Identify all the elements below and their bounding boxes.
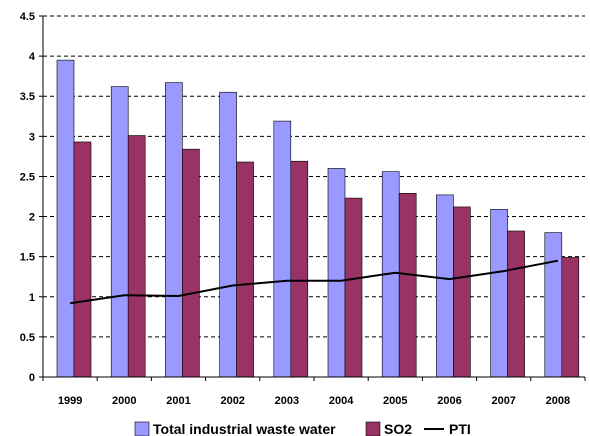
legend-label-so2: SO2 [384, 421, 412, 436]
legend-label-waste-water: Total industrial waste water [153, 421, 336, 436]
x-tick-label: 2000 [112, 395, 136, 407]
bar-so2-2007 [507, 230, 525, 378]
legend-swatch-waste-water [134, 421, 150, 436]
y-tick-label: 3.5 [20, 91, 35, 103]
y-tick-label: 4 [29, 51, 36, 63]
bar-so2-2003 [290, 160, 309, 378]
bar-waste-water-2004 [327, 168, 346, 378]
x-tick-label: 1999 [58, 395, 82, 407]
x-tick-labels: 1999 2000 2001 2002 2003 2004 2005 2006 2007 2008 [42, 377, 586, 407]
x-tick-label: 2005 [383, 395, 407, 407]
y-tick-label: 4.5 [20, 11, 35, 23]
bar-waste-water-2006 [436, 194, 454, 378]
bar-so2-1999 [73, 141, 92, 378]
bar-waste-water-2008 [544, 232, 563, 378]
bar-waste-water-2002 [219, 91, 237, 378]
bar-so2-2001 [182, 148, 200, 378]
y-tick-label: 1 [29, 292, 35, 304]
x-tick-label: 2004 [329, 395, 354, 407]
y-tick-label: 2.5 [20, 171, 35, 183]
legend-swatch-so2 [365, 421, 381, 436]
bar-so2-2006 [453, 206, 471, 378]
pti-line-layer [69, 259, 559, 305]
bar-so2-2005 [398, 192, 417, 378]
x-tick-label: 2001 [166, 395, 190, 407]
pti-line [69, 259, 559, 305]
x-tick-label: 2008 [546, 395, 570, 407]
x-tick-label: 2003 [275, 395, 299, 407]
x-tick-label: 2002 [220, 395, 244, 407]
bar-waste-water-2007 [490, 209, 508, 378]
legend-label-pti: PTI [449, 421, 471, 436]
x-tick-label: 2007 [491, 395, 515, 407]
y-tick-label: 3 [29, 131, 35, 143]
bar-waste-water-2003 [273, 120, 292, 378]
legend: Total industrial waste water SO2 PTI [134, 421, 471, 436]
bars [56, 59, 580, 378]
bar-so2-2002 [236, 161, 254, 378]
bar-waste-water-2000 [110, 86, 129, 378]
bar-waste-water-1999 [56, 59, 75, 378]
bar-so2-2008 [561, 257, 580, 378]
y-tick-label: 0 [29, 372, 35, 384]
bar-waste-water-2001 [165, 82, 183, 378]
y-tick-label: 2 [29, 212, 35, 224]
bar-so2-2000 [127, 135, 146, 378]
y-tick-labels: 0 0.5 1 1.5 2 2.5 3 3.5 4 4.5 [20, 11, 43, 384]
y-tick-label: 0.5 [20, 332, 35, 344]
bar-so2-2004 [344, 197, 363, 378]
x-tick-label: 2006 [437, 395, 461, 407]
y-tick-label: 1.5 [20, 252, 35, 264]
